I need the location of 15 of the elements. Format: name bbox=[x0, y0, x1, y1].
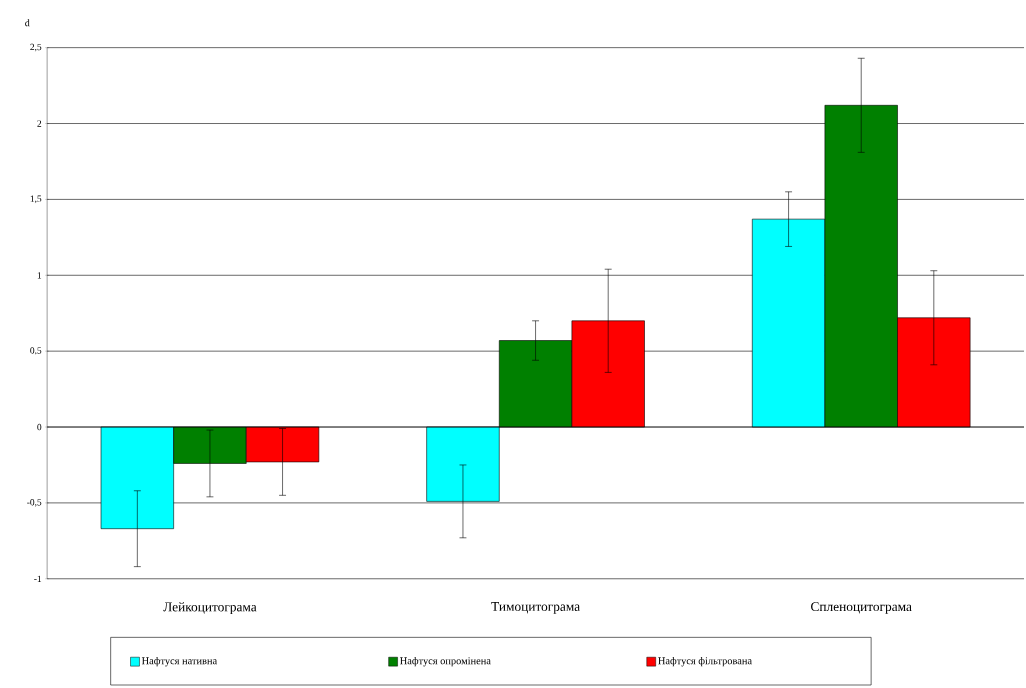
y-tick-label: -0,5 bbox=[27, 499, 42, 507]
y-tick-label: -1 bbox=[34, 575, 42, 582]
y-tick-label: 0,5 bbox=[30, 347, 42, 355]
y-tick-label: 2,5 bbox=[30, 43, 42, 52]
legend-label: Нафтуся нативна bbox=[141, 656, 217, 667]
y-axis-title: d bbox=[25, 19, 30, 27]
legend-label: Нафтуся опромінена bbox=[400, 656, 491, 667]
y-tick-label: 0 bbox=[37, 423, 42, 431]
x-tick-label: Тимоцитограма bbox=[491, 602, 580, 614]
x-tick-label: Спленоцитограма bbox=[811, 602, 912, 614]
legend-label: Нафтуся фільтрована bbox=[658, 656, 752, 667]
y-tick-label: 1,5 bbox=[30, 195, 42, 204]
x-tick-label: Лейкоцитограма bbox=[163, 602, 257, 615]
y-tick-label: 1 bbox=[37, 272, 42, 279]
y-tick-label: 2 bbox=[37, 120, 42, 127]
